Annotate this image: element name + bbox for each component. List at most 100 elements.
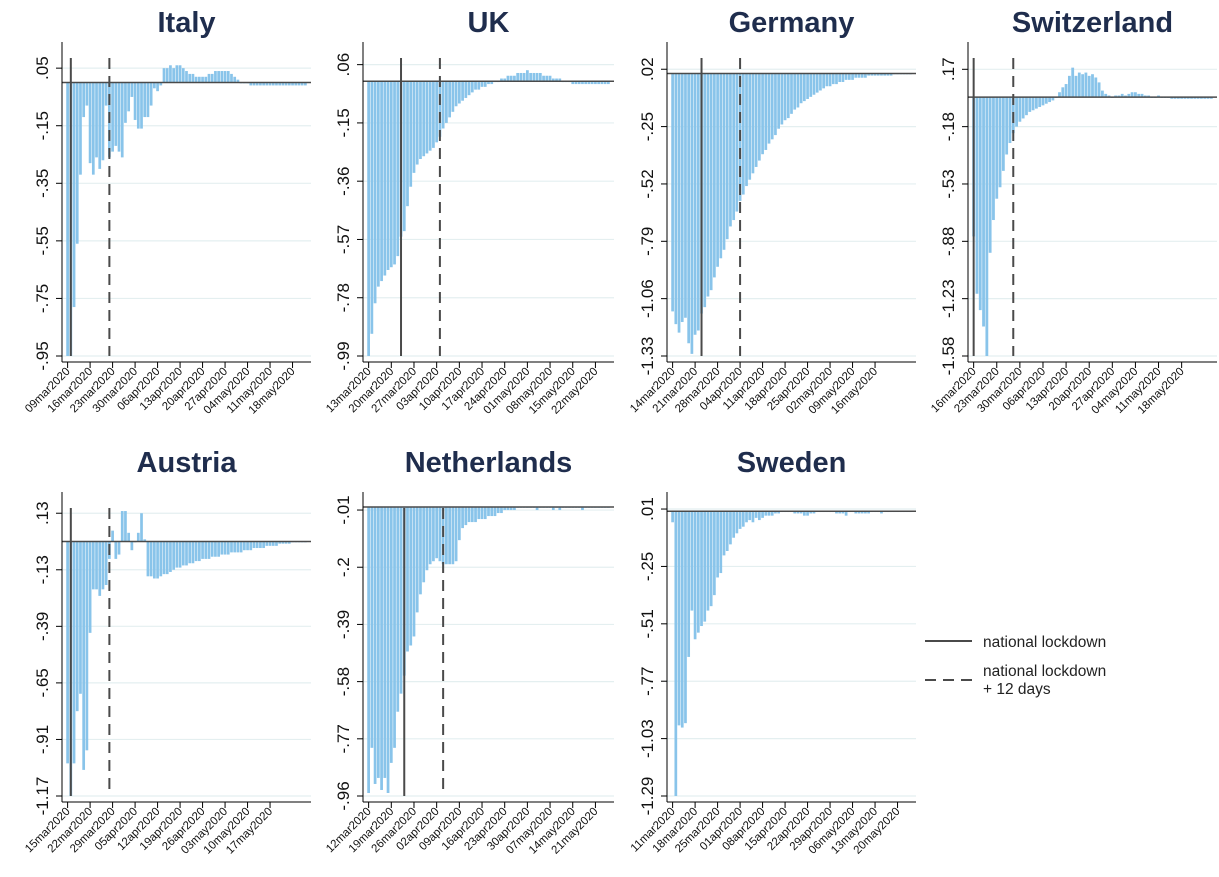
bar (860, 73, 864, 78)
y-tick-label: -.99 (334, 341, 353, 370)
bar (380, 507, 383, 790)
bar (136, 82, 140, 129)
bar (428, 507, 432, 565)
bar (300, 82, 304, 86)
bar (236, 79, 240, 83)
bar (419, 507, 422, 595)
bar (207, 541, 211, 559)
y-tick-label: -.36 (334, 167, 353, 196)
bar (709, 511, 713, 607)
bar (770, 511, 774, 516)
bar (438, 81, 442, 137)
bar (838, 511, 842, 514)
bar (770, 73, 774, 140)
bar (367, 81, 370, 356)
bar (838, 73, 842, 82)
bar (265, 82, 269, 86)
panel-switzerland: .17-.18-.53-.88-1.23-1.5816mar202023mar2… (929, 7, 1217, 417)
bar (1087, 75, 1091, 98)
bar (509, 75, 513, 82)
bar (844, 511, 848, 516)
bar (278, 541, 282, 544)
panel-title: Austria (137, 447, 238, 479)
bar (159, 541, 163, 577)
panel-title: UK (468, 7, 510, 39)
bar (758, 511, 761, 521)
legend-dashed-label-line2: + 12 days (983, 681, 1051, 698)
bar (140, 513, 143, 542)
bar (233, 541, 237, 553)
bar (370, 507, 374, 748)
y-tick-label: .13 (33, 501, 52, 525)
bar (425, 507, 429, 571)
bar (1114, 95, 1118, 98)
panel-uk: .06-.15-.36-.57-.78-.9913mar202020mar202… (324, 7, 614, 417)
bar (709, 73, 713, 291)
bar (239, 541, 243, 553)
bar (1107, 95, 1111, 98)
bar (85, 82, 89, 106)
bar (783, 73, 787, 121)
y-tick-label: -.51 (638, 609, 657, 638)
bar (841, 511, 845, 514)
y-tick-label: -.18 (939, 112, 958, 141)
bar (1048, 97, 1051, 103)
bar (500, 507, 503, 514)
bar (741, 511, 745, 527)
bar (716, 511, 719, 578)
bar (185, 71, 188, 83)
bar (483, 507, 487, 520)
bar (725, 511, 729, 551)
bar (287, 82, 291, 86)
bar (677, 511, 681, 726)
bar (175, 65, 179, 83)
bar (1025, 97, 1028, 116)
bar (1134, 92, 1137, 98)
bar (674, 511, 678, 796)
bar (95, 541, 98, 590)
bar (1001, 97, 1005, 171)
bar (432, 81, 435, 148)
bar (143, 539, 147, 542)
bar (127, 82, 131, 112)
bar (188, 73, 192, 83)
bar (706, 73, 710, 297)
bar (72, 82, 76, 308)
bar (889, 73, 893, 76)
y-tick-label: -.01 (334, 495, 353, 524)
bar (777, 73, 781, 129)
bar (761, 73, 764, 155)
bar (402, 81, 406, 232)
bar (223, 541, 227, 555)
bar (156, 82, 159, 92)
bar (1008, 97, 1012, 144)
bar (146, 541, 150, 577)
bar (383, 507, 387, 778)
panel-germany: .02-.25-.52-.79-1.06-1.3314mar202021mar2… (628, 7, 916, 417)
bar (281, 541, 285, 544)
bar (883, 73, 887, 76)
bar (535, 507, 539, 511)
y-tick-label: -1.23 (939, 279, 958, 318)
y-tick-label: -.78 (334, 283, 353, 312)
bar (178, 65, 182, 83)
bar (799, 73, 803, 104)
bar (178, 541, 182, 568)
bar (802, 73, 806, 102)
bar (419, 81, 422, 159)
bar (214, 541, 217, 557)
bar (761, 511, 764, 518)
bar (194, 76, 198, 83)
bar (396, 507, 400, 712)
bar (793, 73, 797, 110)
bar (738, 511, 742, 529)
bar (1120, 93, 1124, 98)
bar (383, 81, 387, 276)
bar (393, 507, 396, 748)
bar (886, 73, 890, 76)
bar (1064, 84, 1068, 98)
bar (389, 81, 393, 268)
bar (500, 78, 503, 82)
bar (483, 81, 487, 87)
bar (687, 73, 691, 344)
